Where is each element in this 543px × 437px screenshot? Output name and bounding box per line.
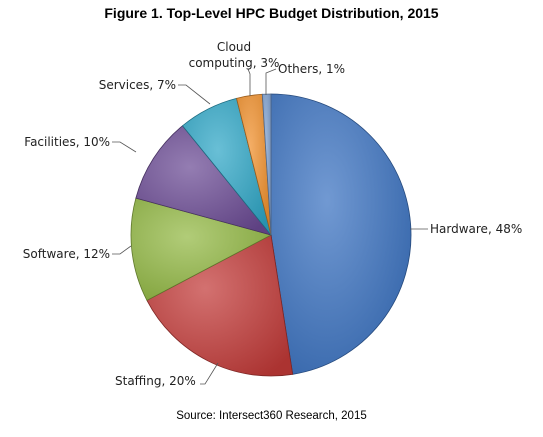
chart-source: Source: Intersect360 Research, 2015 — [176, 410, 367, 422]
pie-slice-staffing — [146, 234, 294, 377]
leader-line — [112, 245, 132, 255]
slice-label: Staffing, 20% — [115, 374, 196, 388]
leader-line — [200, 362, 219, 385]
leader-line — [247, 68, 251, 96]
slice-label: Hardware, 48% — [430, 222, 522, 236]
leader-lines — [112, 68, 428, 385]
slice-labels: Hardware, 48% Staffing, 20% Software, 12% F… — [23, 40, 522, 388]
slice-label: Others, 1% — [278, 62, 345, 76]
pie-slice-facilities — [135, 125, 273, 236]
slice-label: Services, 7% — [99, 78, 176, 92]
pie-slice-others — [261, 93, 272, 236]
leader-line — [178, 84, 211, 105]
chart-title: Figure 1. Top-Level HPC Budget Distribut… — [104, 5, 439, 21]
slice-label: Facilities, 10% — [24, 135, 110, 149]
pie-slices — [130, 93, 412, 377]
pie-slice-software — [130, 197, 273, 301]
slice-label: Cloud computing, 3% — [189, 40, 280, 70]
pie-slice-hardware — [270, 93, 412, 375]
leader-line — [112, 141, 137, 153]
slice-label: Software, 12% — [23, 247, 110, 261]
leader-line — [265, 68, 277, 95]
